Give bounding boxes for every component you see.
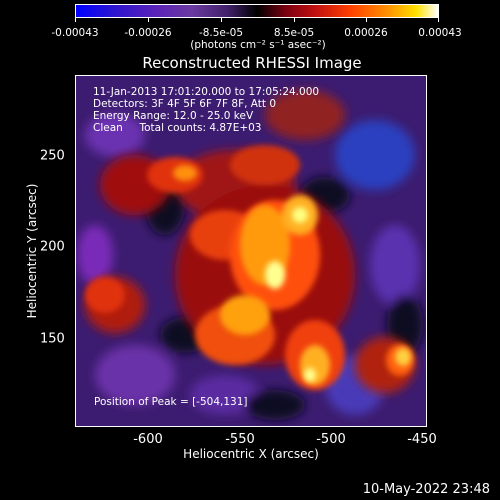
colorbar-tick [75,18,76,22]
colorbar-tick [148,18,149,22]
colorbar-units: (photons cm⁻² s⁻¹ asec⁻²) [190,39,326,51]
colorbar-tick [221,18,222,22]
colorbar-label: 8.5e-05 [273,27,315,39]
timestamp: 10-May-2022 23:48 [362,482,490,497]
x-axis-label: Heliocentric X (arcsec) [183,447,319,461]
colorbar-tick [438,18,439,22]
colorbar-tick [294,18,295,22]
y-tick-label: 150 [40,331,65,347]
x-tick-label: -500 [316,432,346,447]
colorbar-label: 0.00026 [344,27,388,39]
y-tick-label: 250 [40,148,65,164]
colorbar-tick [366,18,367,22]
colorbar [75,4,439,18]
x-tick-label: -600 [133,432,163,447]
x-tick-label: -450 [407,432,437,447]
solar-image-canvas [75,75,427,427]
solar-image [75,75,427,427]
x-tick-label: -550 [225,432,255,447]
info-energy: Energy Range: 12.0 - 25.0 keV [93,110,254,122]
colorbar-label: -0.00043 [51,27,99,39]
colorbar-label: -8.5e-05 [198,27,244,39]
colorbar-label: 0.00043 [418,27,462,39]
y-tick-label: 200 [40,239,65,255]
y-axis-label: Heliocentric Y (arcsec) [25,183,39,319]
info-counts: Clean Total counts: 4.87E+03 [93,122,262,134]
info-detectors: Detectors: 3F 4F 5F 6F 7F 8F, Att 0 [93,98,277,110]
info-time: 11-Jan-2013 17:01:20.000 to 17:05:24.000 [93,86,320,98]
plot-title: Reconstructed RHESSI Image [142,54,362,72]
colorbar-label: -0.00026 [124,27,172,39]
plot-frame [75,75,427,427]
peak-position: Position of Peak = [-504,131] [94,396,248,408]
